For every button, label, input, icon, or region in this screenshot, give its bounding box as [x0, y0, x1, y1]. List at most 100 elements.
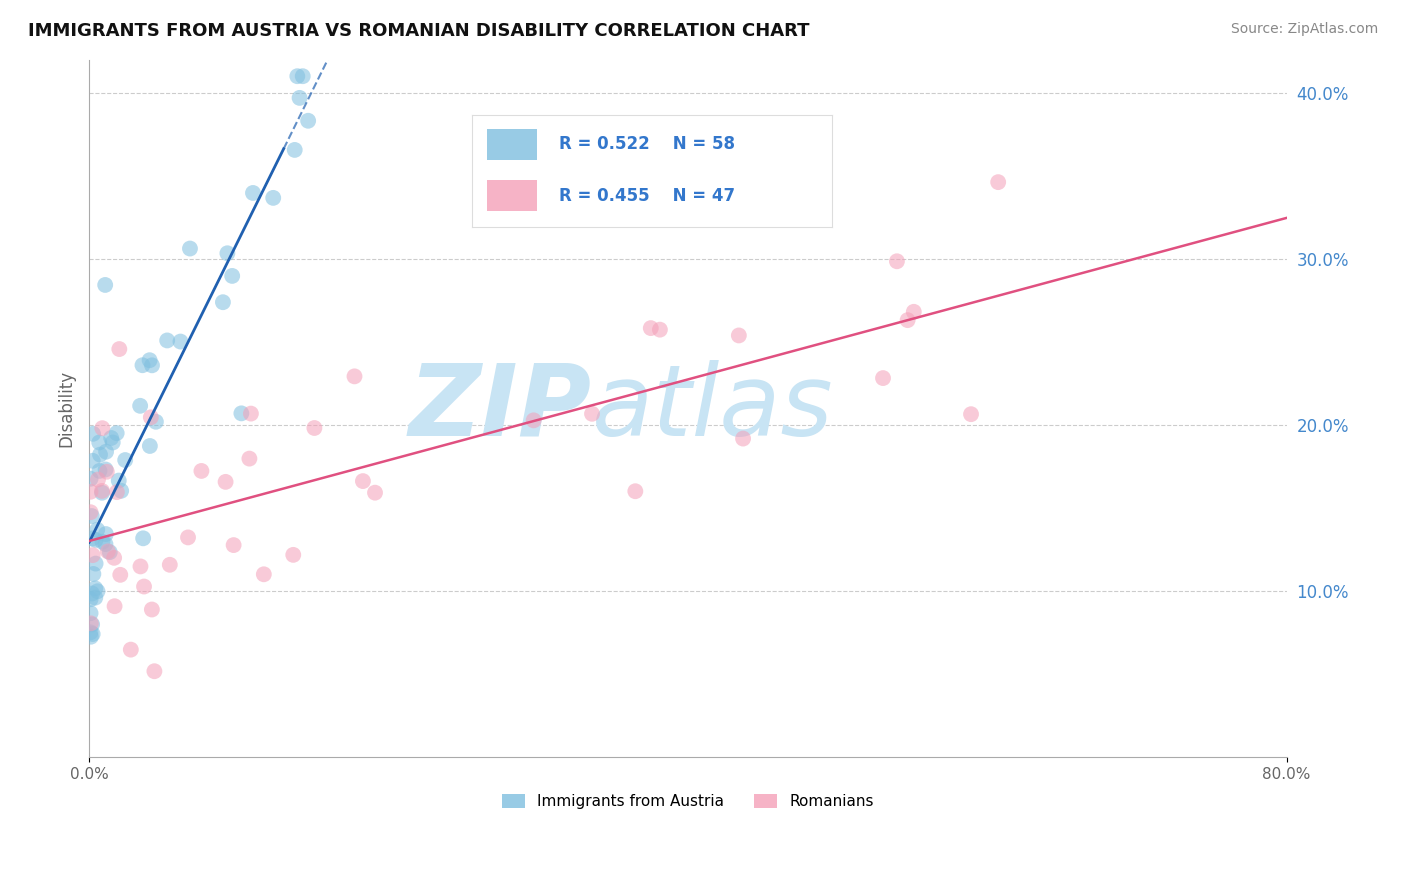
Point	[82, 627, 104, 641]
Point	[101, 435, 124, 450]
Point	[624, 484, 647, 499]
Point	[581, 407, 603, 421]
Point	[177, 530, 200, 544]
Point	[82, 586, 104, 600]
Point	[82, 532, 104, 546]
Point	[886, 254, 908, 268]
Point	[214, 475, 236, 489]
Point	[103, 550, 125, 565]
Point	[120, 642, 142, 657]
Text: atlas: atlas	[592, 359, 834, 457]
Point	[84, 557, 107, 571]
Point	[141, 602, 163, 616]
Point	[731, 432, 754, 446]
Point	[105, 426, 128, 441]
Point	[98, 545, 121, 559]
Point	[156, 334, 179, 348]
Point	[132, 580, 155, 594]
Point	[159, 558, 181, 572]
Point	[640, 321, 662, 335]
Point	[222, 538, 245, 552]
Point	[179, 242, 201, 256]
Point	[352, 474, 374, 488]
Point	[872, 371, 894, 385]
Point	[987, 175, 1010, 189]
Point	[94, 462, 117, 476]
Point	[728, 328, 751, 343]
Point	[87, 473, 110, 487]
Text: ZIP: ZIP	[409, 359, 592, 457]
Point	[139, 439, 162, 453]
Point	[288, 91, 311, 105]
Point	[297, 113, 319, 128]
Legend: Immigrants from Austria, Romanians: Immigrants from Austria, Romanians	[495, 789, 880, 815]
Point	[79, 472, 101, 486]
Point	[82, 426, 104, 441]
Point	[86, 523, 108, 537]
Point	[79, 606, 101, 620]
Point	[105, 485, 128, 500]
Point	[897, 313, 920, 327]
Point	[262, 191, 284, 205]
Text: IMMIGRANTS FROM AUSTRIA VS ROMANIAN DISABILITY CORRELATION CHART: IMMIGRANTS FROM AUSTRIA VS ROMANIAN DISA…	[28, 22, 810, 40]
Point	[253, 567, 276, 582]
Text: Source: ZipAtlas.com: Source: ZipAtlas.com	[1230, 22, 1378, 37]
Point	[103, 599, 125, 614]
Point	[212, 295, 235, 310]
Point	[304, 421, 326, 435]
Point	[131, 358, 153, 372]
Point	[238, 451, 260, 466]
Point	[107, 474, 129, 488]
Point	[80, 616, 103, 631]
Point	[343, 369, 366, 384]
Point	[80, 508, 103, 523]
Point	[80, 630, 103, 644]
Point	[82, 617, 104, 632]
Point	[284, 143, 307, 157]
Point	[114, 453, 136, 467]
Point	[91, 483, 114, 498]
Point	[94, 527, 117, 541]
Point	[141, 359, 163, 373]
Point	[108, 342, 131, 356]
Point	[97, 544, 120, 558]
Point	[86, 584, 108, 599]
Point	[82, 454, 104, 468]
Point	[145, 415, 167, 429]
Point	[648, 323, 671, 337]
Point	[239, 407, 262, 421]
Point	[89, 435, 111, 450]
Point	[91, 421, 114, 435]
Point	[139, 410, 162, 425]
Point	[94, 537, 117, 551]
Point	[84, 582, 107, 596]
Point	[132, 531, 155, 545]
Point	[285, 69, 308, 83]
Point	[79, 505, 101, 519]
Point	[79, 592, 101, 607]
Point	[82, 566, 104, 581]
Point	[79, 484, 101, 499]
Point	[190, 464, 212, 478]
Point	[903, 305, 925, 319]
Point	[110, 483, 132, 498]
Point	[94, 444, 117, 458]
Point	[217, 246, 239, 260]
Point	[364, 485, 387, 500]
Y-axis label: Disability: Disability	[58, 369, 75, 447]
Point	[169, 334, 191, 349]
Point	[231, 406, 253, 420]
Point	[129, 399, 152, 413]
Point	[143, 664, 166, 678]
Point	[291, 69, 314, 83]
Point	[84, 533, 107, 547]
Point	[82, 548, 104, 562]
Point	[84, 591, 107, 605]
Point	[283, 548, 305, 562]
Point	[89, 464, 111, 478]
Point	[94, 277, 117, 292]
Point	[100, 431, 122, 445]
Point	[221, 268, 243, 283]
Point	[523, 413, 546, 427]
Point	[129, 559, 152, 574]
